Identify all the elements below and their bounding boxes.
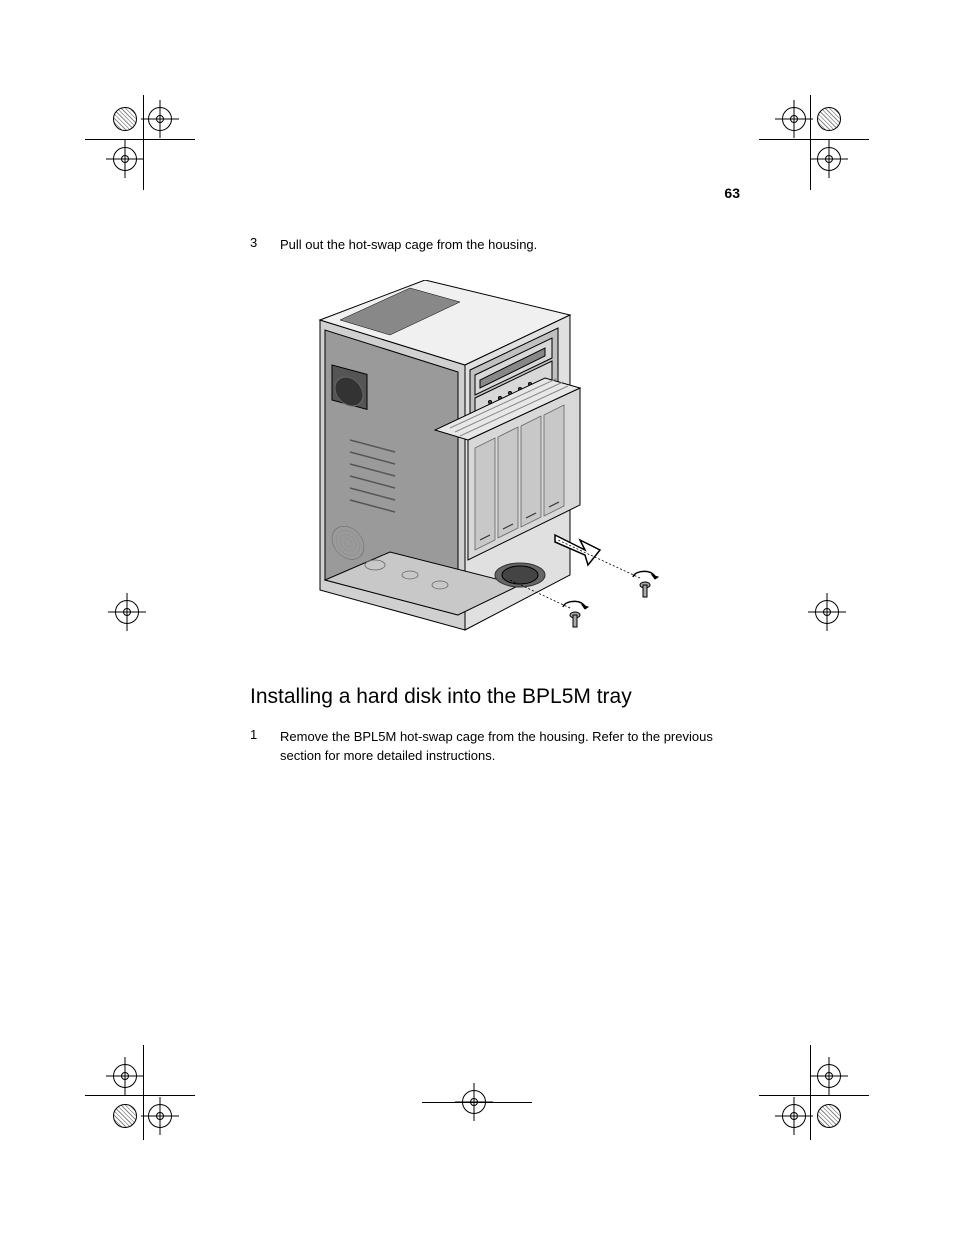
registration-mark-bottom-left xyxy=(85,1050,175,1140)
page-content: 63 3 Pull out the hot-swap cage from the… xyxy=(250,185,740,766)
section-heading: Installing a hard disk into the BPL5M tr… xyxy=(250,685,740,709)
registration-mark-bottom-center xyxy=(462,1090,492,1120)
step-text: Pull out the hot-swap cage from the hous… xyxy=(280,235,537,255)
page-number: 63 xyxy=(724,185,740,201)
step-number: 3 xyxy=(250,235,262,255)
step-1: 1 Remove the BPL5M hot-swap cage from th… xyxy=(250,727,740,766)
step-text: Remove the BPL5M hot-swap cage from the … xyxy=(280,727,740,766)
computer-case-illustration xyxy=(290,280,680,650)
registration-mark-top-right xyxy=(779,95,869,185)
step-number: 1 xyxy=(250,727,262,766)
registration-mark-top-left xyxy=(85,95,175,185)
registration-mark-bottom-right xyxy=(779,1050,869,1140)
registration-mark-mid-right xyxy=(809,600,839,630)
registration-mark-mid-left xyxy=(115,600,145,630)
step-3: 3 Pull out the hot-swap cage from the ho… xyxy=(250,235,740,255)
